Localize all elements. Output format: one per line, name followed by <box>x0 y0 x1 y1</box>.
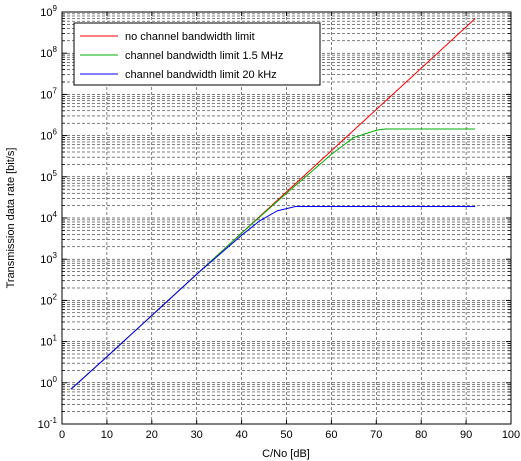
x-tick-label: 30 <box>191 429 203 441</box>
legend-label-2: channel bandwidth limit 20 kHz <box>125 69 277 81</box>
y-tick-label: 106 <box>40 128 57 143</box>
y-tick-exponent: 1 <box>53 334 58 343</box>
y-tick-label: 10-1 <box>38 416 58 431</box>
x-axis-label: C/No [dB] <box>262 448 310 460</box>
legend: no channel bandwidth limit channel bandw… <box>73 22 321 86</box>
y-tick-exponent: 9 <box>53 4 58 13</box>
x-tick-label: 0 <box>59 429 65 441</box>
x-tick-label: 60 <box>325 429 337 441</box>
x-tick-label: 40 <box>235 429 247 441</box>
y-tick-exponent: 4 <box>53 210 58 219</box>
legend-label-0: no channel bandwidth limit <box>125 31 255 43</box>
y-tick-exponent: 3 <box>53 251 58 260</box>
y-axis-label: Transmission data rate [bit/s] <box>5 148 17 289</box>
ticks-layer: 0 10 20 30 40 50 60 70 80 90 10010-110010110210310… <box>38 4 521 441</box>
y-tick-label: 105 <box>40 169 57 184</box>
y-tick-exponent: 2 <box>53 292 58 301</box>
legend-label-1: channel bandwidth limit 1.5 MHz <box>125 50 283 62</box>
y-tick-label: 109 <box>40 4 57 19</box>
x-tick-label: 10 <box>101 429 113 441</box>
y-tick-label: 104 <box>40 210 57 225</box>
series-line-2 <box>70 206 476 390</box>
y-tick-exponent: 5 <box>53 169 58 178</box>
x-tick-label: 100 <box>502 429 520 441</box>
y-tick-exponent: -1 <box>50 416 58 425</box>
legend-box <box>73 22 321 86</box>
x-tick-label: 50 <box>280 429 292 441</box>
y-tick-exponent: 8 <box>53 45 58 54</box>
y-tick-label: 100 <box>40 375 57 390</box>
x-tick-label: 90 <box>460 429 472 441</box>
series-layer <box>70 18 476 390</box>
y-tick-label: 102 <box>40 292 57 307</box>
y-tick-exponent: 0 <box>53 375 58 384</box>
y-tick-label: 107 <box>40 86 57 101</box>
x-tick-label: 20 <box>146 429 158 441</box>
x-tick-label: 80 <box>415 429 427 441</box>
x-tick-label: 70 <box>370 429 382 441</box>
grid-layer <box>62 12 511 424</box>
y-tick-exponent: 7 <box>53 86 58 95</box>
y-tick-label: 101 <box>40 334 57 349</box>
y-tick-label: 108 <box>40 45 57 60</box>
y-tick-label: 103 <box>40 251 57 266</box>
y-tick-exponent: 6 <box>53 128 58 137</box>
